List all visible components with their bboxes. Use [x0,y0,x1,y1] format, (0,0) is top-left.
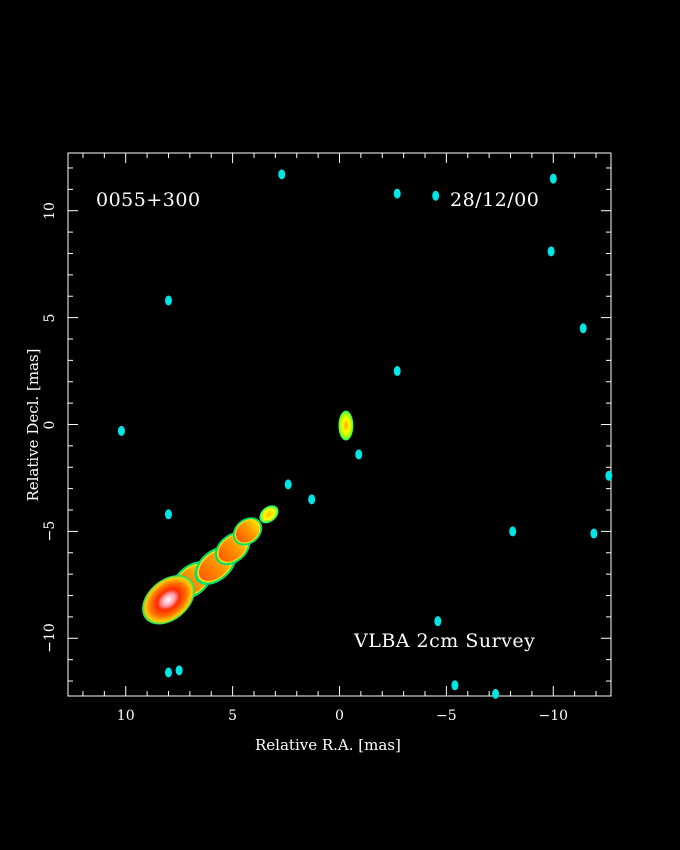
noise-layer [117,169,613,699]
noise-patch [393,366,401,377]
noise-patch [355,449,363,460]
core-component [338,410,354,441]
observation-date: 28/12/00 [450,189,540,211]
noise-patch [432,190,440,201]
x-tick-label: 0 [335,708,344,724]
jet-tail [171,517,263,600]
noise-patch [605,470,613,481]
x-axis-label: Relative R.A. [mas] [255,736,401,754]
y-tick-label: −5 [42,521,58,542]
noise-patch [451,680,459,691]
noise-patch [284,479,292,490]
tick-marks [68,153,611,696]
y-tick-label: 5 [42,313,58,323]
x-tick-label: 5 [228,708,238,724]
jet-knot-component [259,505,279,524]
noise-patch [549,173,557,184]
noise-patch [117,425,125,436]
survey-label: VLBA 2cm Survey [354,630,536,652]
y-tick-label: −10 [42,623,58,654]
noise-patch [492,688,500,699]
source-name: 0055+300 [96,189,201,211]
noise-patch [308,494,316,505]
jet-main-component [142,575,195,625]
noise-patch [278,169,286,180]
y-tick-label: 0 [42,420,58,429]
noise-patch [579,323,587,334]
noise-patch [164,509,172,520]
x-tick-label: −10 [538,708,569,724]
y-axis-label: Relative Decl. [mas] [24,348,42,502]
noise-patch [590,528,598,539]
x-tick-label: 10 [116,708,135,724]
noise-patch [175,665,183,676]
x-tick-label: −5 [436,708,457,724]
jet-tail-segment [235,520,260,543]
noise-patch [164,295,172,306]
noise-patch [393,188,401,199]
y-tick-label: 10 [42,201,58,220]
emission-layer [142,410,354,625]
noise-patch [164,667,172,678]
noise-patch [509,526,517,537]
noise-patch [434,616,442,627]
noise-patch [547,246,555,257]
